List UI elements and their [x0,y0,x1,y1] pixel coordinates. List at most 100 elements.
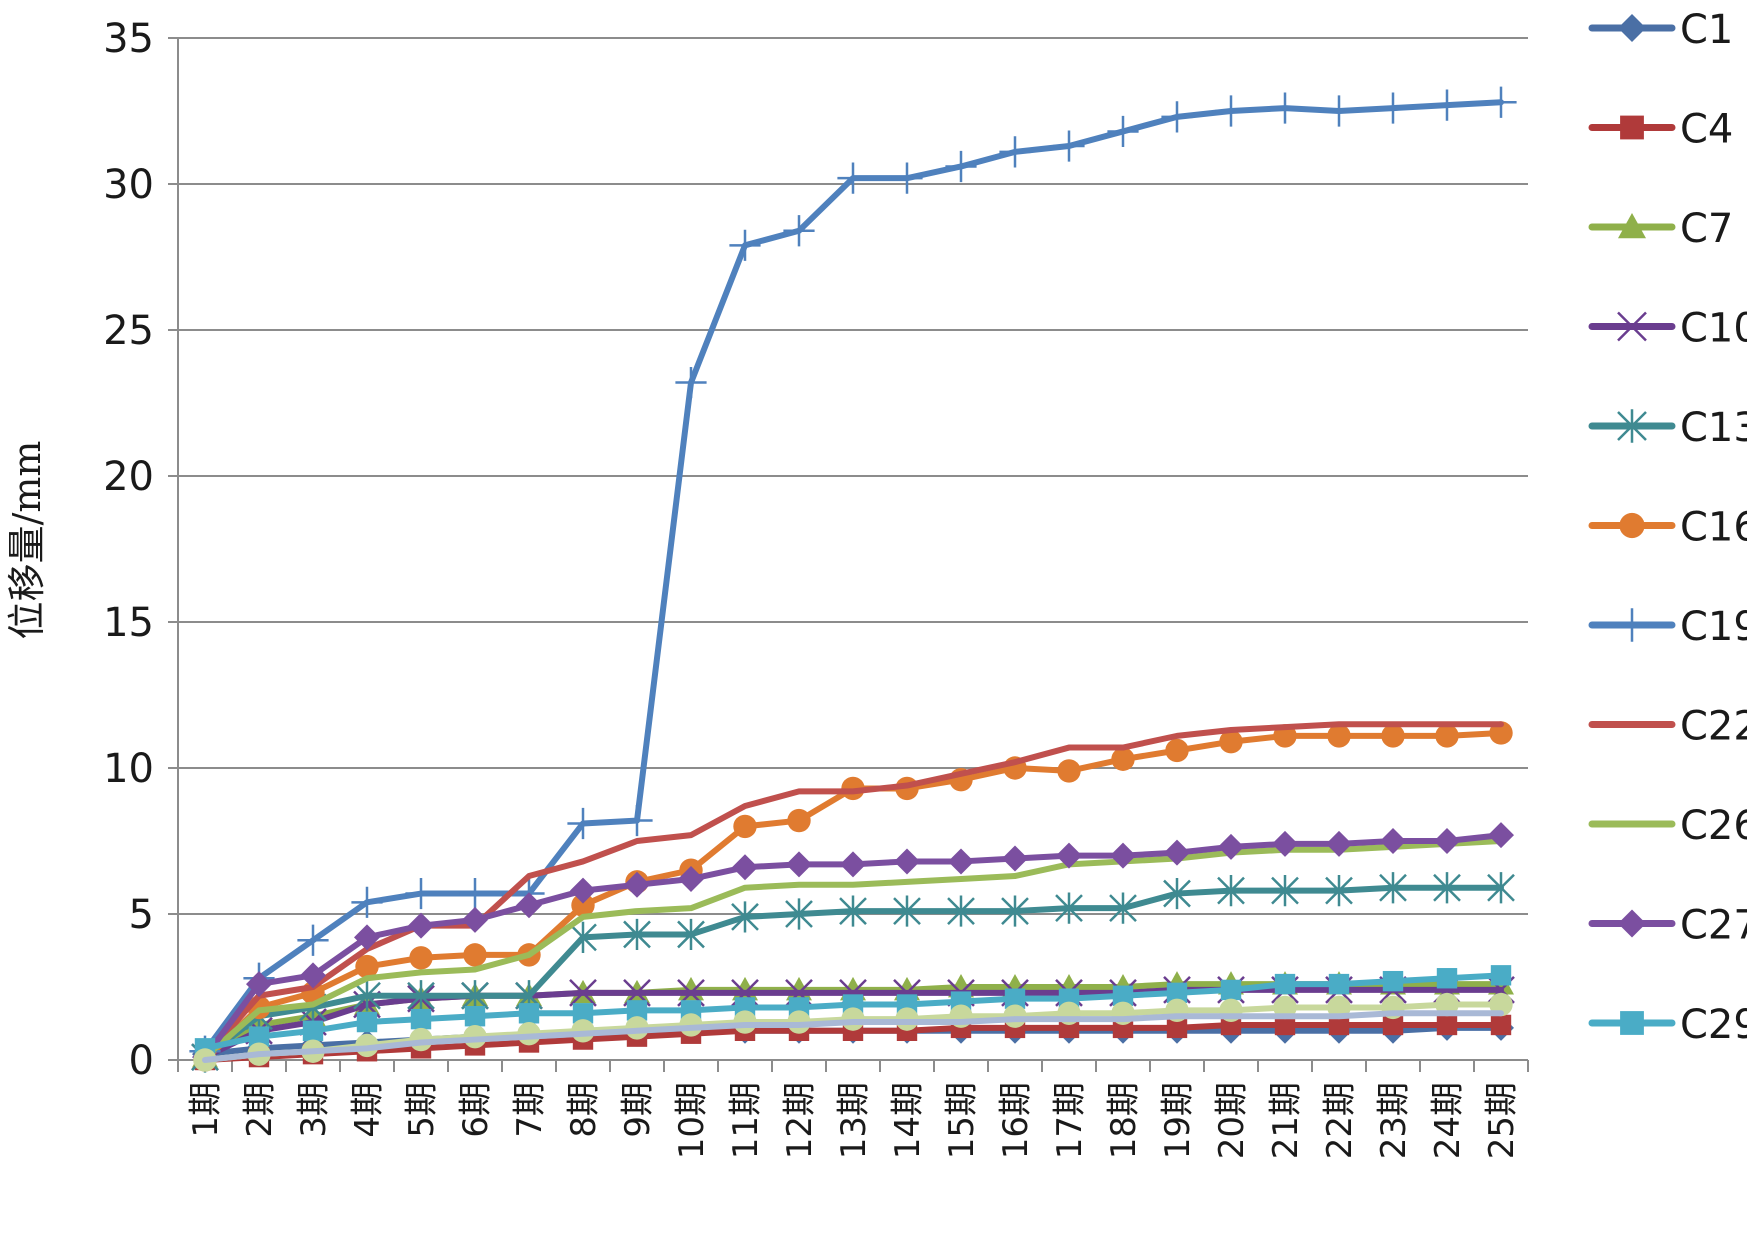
legend-item-c26: C26 [1588,803,1747,849]
legend-item-c29: C29 [1588,1002,1747,1048]
data-point [785,898,813,930]
data-point [677,918,705,951]
data-point [354,924,380,951]
data-point [1165,738,1189,763]
axis-layer: 0 5 10 15 20 25 30 35 1期 2期 3期 4期 5期 6期 7期 8期 9期 10期 11期 12… [103,16,1529,1159]
data-point [1218,833,1244,860]
data-point [569,921,597,953]
legend-item-c10: C10 [1588,306,1747,352]
data-point [1490,1014,1512,1036]
x-tick-label: 11期 [726,1082,766,1159]
x-tick-label: 13期 [834,1082,874,1159]
legend-marker [1619,512,1645,539]
legend-item-c7: C7 [1588,206,1733,252]
data-point [1109,892,1137,924]
x-tick-label: 14期 [888,1082,928,1159]
data-point [1215,95,1247,127]
data-point [405,877,437,910]
data-point [356,1011,378,1033]
series-line [202,1010,1504,1063]
data-point [948,848,974,875]
legend-item-c27: C27 [1588,903,1747,949]
x-tick-label: 20期 [1212,1082,1252,1159]
data-point [733,814,757,839]
x-tick-label: 2期 [240,1082,280,1138]
data-point [1055,892,1083,924]
series-layer [189,86,1517,1073]
data-point [248,1026,270,1047]
x-tick-label: 12期 [780,1082,820,1159]
data-point [302,1020,324,1041]
data-point [621,804,653,837]
data-point [1057,759,1081,783]
data-point [1217,875,1245,907]
data-point [624,871,650,898]
data-point [623,918,651,951]
data-point [675,366,707,399]
x-tick-label: 5期 [402,1082,442,1138]
data-point [1056,842,1082,869]
x-tick-label: 25期 [1482,1082,1522,1159]
data-point [891,162,923,194]
data-point [409,946,433,970]
y-tick-label: 5 [129,892,154,938]
data-point [516,892,542,919]
data-point [1381,724,1405,748]
legend-marker [1618,213,1646,239]
data-point [1325,875,1353,907]
x-tick-label: 22期 [1320,1082,1360,1159]
legend-label: C7 [1680,206,1733,252]
data-point [1111,747,1135,771]
data-point [567,807,599,840]
data-point [1166,1017,1188,1039]
data-point [1328,1014,1350,1036]
data-point [572,1003,594,1024]
x-tick-label: 1期 [186,1082,226,1138]
data-point [783,215,815,247]
legend-marker [1617,409,1647,443]
legend-label: C16 [1680,505,1747,551]
data-point [1380,828,1406,854]
x-tick-label: 15期 [942,1082,982,1159]
y-tick-label: 25 [103,308,154,354]
legend-marker [1618,909,1646,938]
data-point [410,1008,432,1030]
legend-marker [1618,14,1646,42]
legend-label: C13 [1680,405,1747,451]
data-point [462,906,488,933]
data-point [1382,970,1404,992]
x-tick-label: 23期 [1374,1082,1414,1159]
legend-item-c1: C1 [1588,7,1733,53]
legend-item-c19: C19 [1588,604,1747,650]
data-point [1112,985,1134,1006]
data-point [786,851,812,878]
legend-marker [1617,311,1647,342]
grid-layer [178,37,1528,1061]
data-point [355,954,379,979]
data-point [518,1003,540,1024]
x-tick-label: 24期 [1428,1082,1468,1159]
x-tick-label: 9期 [618,1082,658,1138]
data-point [1379,872,1407,904]
y-tick-label: 20 [103,454,154,500]
data-point [1434,828,1460,854]
data-point [1274,1014,1296,1036]
legend: C1 C4 C7 C10 C13 C16 C19 C22 C26 C27 C29 [1588,7,1747,1048]
y-tick-label: 30 [103,162,154,208]
data-point [1220,979,1242,1001]
data-point [300,962,326,989]
legend-label: C22 [1680,704,1747,750]
x-tick-label: 8期 [564,1082,604,1138]
x-tick-label: 16期 [996,1082,1036,1159]
data-point [839,895,867,927]
data-point [1490,965,1512,986]
legend-item-c4: C4 [1588,107,1733,153]
x-tick-label: 7期 [510,1082,550,1138]
x-tick-label: 4期 [348,1082,388,1138]
data-point [1433,872,1461,904]
x-tick-label: 18期 [1104,1082,1144,1159]
data-point [459,877,491,910]
x-tick-label: 10期 [672,1082,712,1159]
data-point [678,865,704,892]
